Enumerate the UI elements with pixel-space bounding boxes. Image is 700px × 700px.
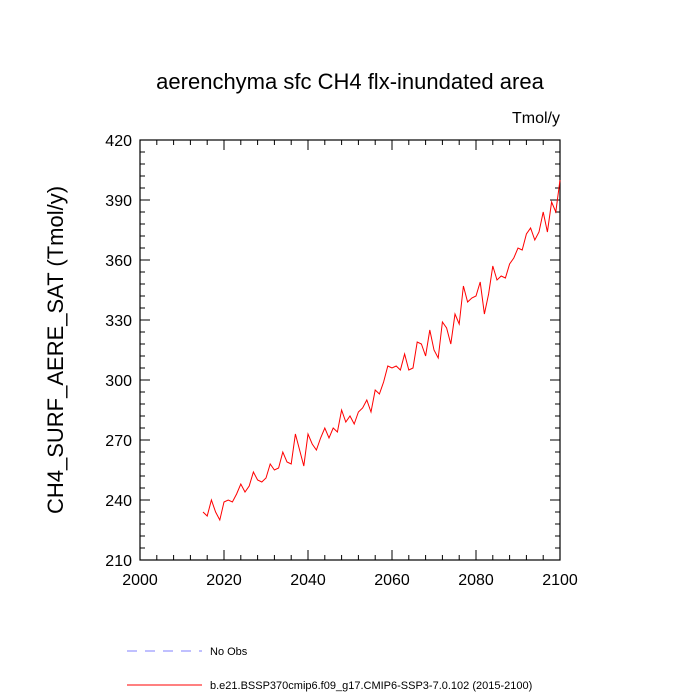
series-line bbox=[202, 179, 561, 522]
y-axis-label: CH4_SURF_AERE_SAT (Tmol/y) bbox=[43, 186, 68, 514]
x-tick-label: 2040 bbox=[290, 572, 326, 589]
x-tick-label: 2000 bbox=[122, 572, 158, 589]
x-tick-label: 2020 bbox=[206, 572, 242, 589]
chart-title: aerenchyma sfc CH4 flx-inundated area bbox=[156, 69, 544, 94]
x-tick-label: 2080 bbox=[458, 572, 494, 589]
y-tick-label: 420 bbox=[105, 133, 132, 150]
units-label: Tmol/y bbox=[512, 110, 560, 127]
y-tick-label: 330 bbox=[105, 313, 132, 330]
plot-area: 2000 2020 2040 2060 2080 2100 210 240 270 300 330 3… bbox=[105, 133, 578, 589]
y-tick-label: 300 bbox=[105, 373, 132, 390]
y-tick-label: 210 bbox=[105, 553, 132, 570]
legend-series-label: b.e21.BSSP370cmip6.f09_g17.CMIP6-SSP3-7.… bbox=[210, 680, 532, 692]
y-tick-label: 270 bbox=[105, 433, 132, 450]
legend: No Obs b.e21.BSSP370cmip6.f09_g17.CMIP6-… bbox=[127, 646, 532, 692]
y-tick-label: 360 bbox=[105, 253, 132, 270]
y-tick-label: 390 bbox=[105, 193, 132, 210]
x-tick-label: 2100 bbox=[542, 572, 578, 589]
y-tick-label: 240 bbox=[105, 493, 132, 510]
plot-frame bbox=[139, 139, 561, 561]
legend-no-obs-label: No Obs bbox=[210, 646, 248, 658]
x-tick-label: 2060 bbox=[374, 572, 410, 589]
